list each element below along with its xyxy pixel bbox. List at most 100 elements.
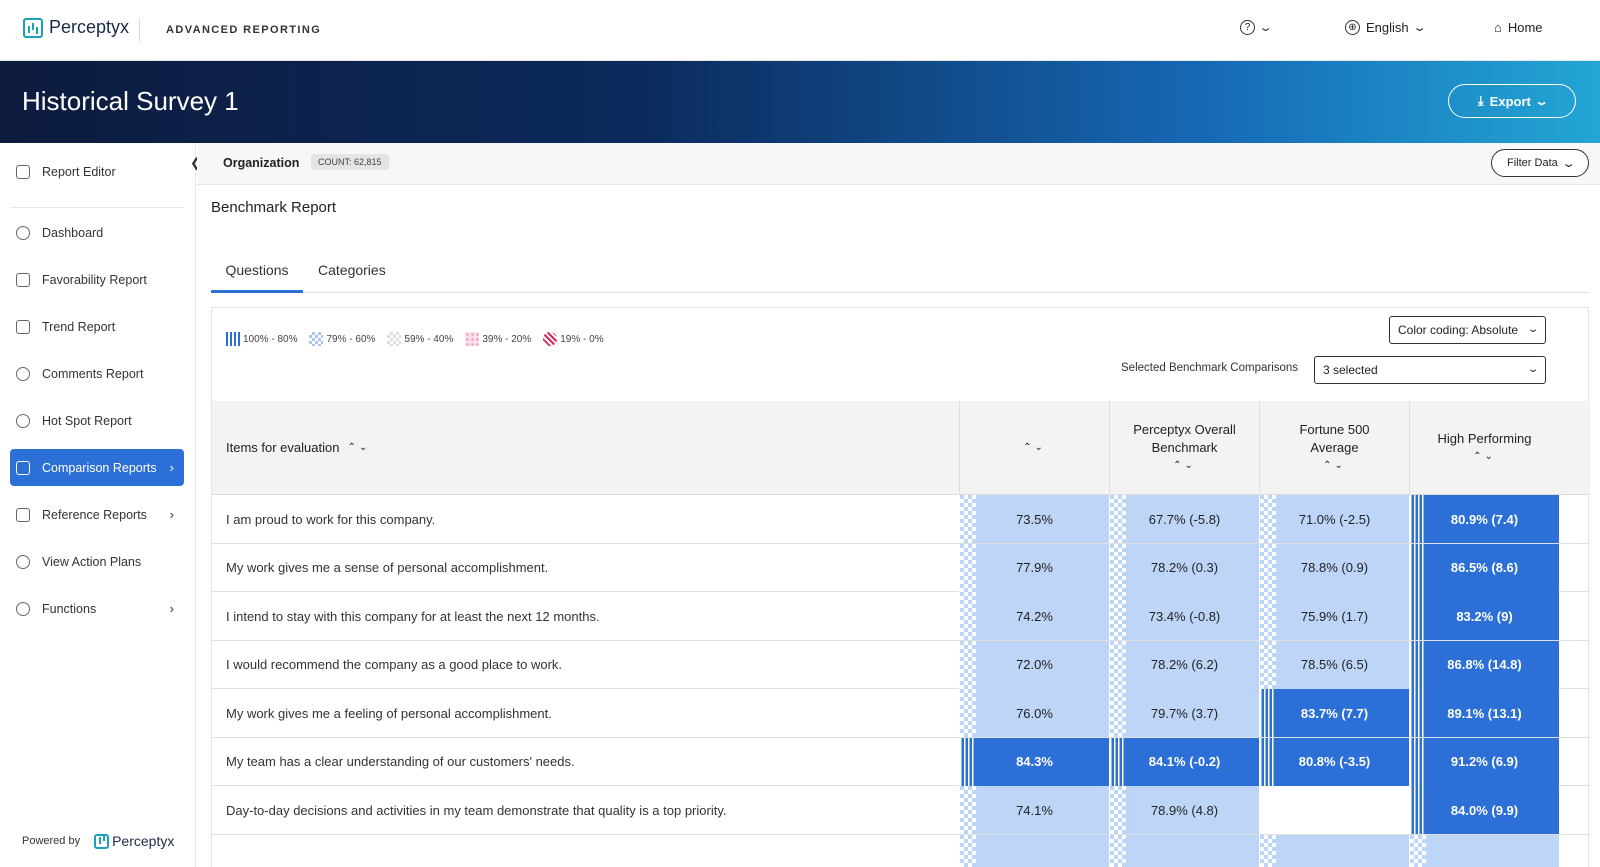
sidebar-item-label: Hot Spot Report xyxy=(42,413,132,428)
filter-data-label: Filter Data xyxy=(1507,157,1558,169)
table-row[interactable]: My work gives me a feeling of personal a… xyxy=(212,689,1590,738)
table-row[interactable]: I am proud to work for this company. 73.5… xyxy=(212,495,1590,544)
score-cell: 75.9% (1.7) xyxy=(1259,592,1409,640)
sort-icon[interactable]: ⌃⌄ xyxy=(1173,460,1196,471)
sidebar-item-dashboard[interactable]: Dashboard xyxy=(10,214,184,251)
download-icon: ⤓ xyxy=(1477,93,1484,108)
language-label: English xyxy=(1366,20,1409,35)
thumbs-up-icon xyxy=(16,272,30,287)
color-coding-select[interactable]: Color coding: Absolute ⌄ xyxy=(1389,316,1546,344)
sort-icon[interactable]: ⌃⌄ xyxy=(1023,442,1046,453)
organization-label: Organization xyxy=(223,156,300,170)
legend-label: 100% - 80% xyxy=(243,333,298,345)
score-cell: 86.8% (14.8) xyxy=(1409,640,1559,689)
sidebar-item-label: Favorability Report xyxy=(42,272,147,287)
sidebar-item-reference-reports[interactable]: Reference Reports › xyxy=(10,496,184,533)
score-cell: 72.0% xyxy=(959,640,1109,689)
question-text: My work gives me a sense of personal acc… xyxy=(226,560,549,575)
product-name: ADVANCED REPORTING xyxy=(166,24,322,36)
sidebar-item-label: View Action Plans xyxy=(42,554,142,569)
header-divider xyxy=(139,18,140,42)
table-row[interactable] xyxy=(212,834,1590,867)
score-cell: 80.8% (-3.5) xyxy=(1259,737,1409,786)
brand-logo[interactable]: Perceptyx xyxy=(23,17,129,38)
sidebar-item-functions[interactable]: Functions › xyxy=(10,590,184,627)
sidebar-item-comparison-reports[interactable]: Comparison Reports › xyxy=(10,449,184,486)
help-menu[interactable]: ? ⌄ xyxy=(1240,20,1273,35)
sidebar-item-view-action-plans[interactable]: View Action Plans xyxy=(10,543,184,580)
diagonal-stripes-swatch-icon xyxy=(543,332,558,346)
sidebar-item-comments-report[interactable]: Comments Report xyxy=(10,355,184,392)
export-button[interactable]: ⤓ Export ⌄ xyxy=(1448,84,1576,118)
brand-name: Perceptyx xyxy=(49,17,130,37)
benchmark-comparisons-label: Selected Benchmark Comparisons xyxy=(1121,362,1299,374)
legend-label: 39% - 20% xyxy=(482,333,532,345)
page-title: Historical Survey 1 xyxy=(22,86,239,116)
legend-label: 19% - 0% xyxy=(560,333,604,345)
target-icon xyxy=(16,413,30,428)
language-menu[interactable]: ⊕ English ⌄ xyxy=(1345,20,1427,35)
legend-item: 100% - 80% xyxy=(226,332,297,346)
benchmark-comparisons-select[interactable]: 3 selected ⌄ xyxy=(1314,356,1546,384)
sort-icon[interactable]: ⌃⌄ xyxy=(347,442,371,453)
column-header-items[interactable]: Items for evaluation ⌃⌄ xyxy=(212,401,963,495)
column-header-perceptyx-benchmark[interactable]: Perceptyx Overall Benchmark ⌃⌄ xyxy=(1109,401,1259,495)
collapse-sidebar-icon[interactable]: ❮ xyxy=(190,155,201,170)
score-cell: 73.4% (-0.8) xyxy=(1109,592,1259,640)
sidebar-item-report-editor[interactable]: Report Editor xyxy=(10,153,184,190)
sort-icon[interactable]: ⌃⌄ xyxy=(1473,451,1496,462)
edit-icon xyxy=(16,164,30,179)
table-row[interactable]: Day-to-day decisions and activities in m… xyxy=(212,786,1590,835)
score-cell xyxy=(1409,834,1559,867)
chevron-down-icon: ⌄ xyxy=(1534,95,1549,108)
question-text: Day-to-day decisions and activities in m… xyxy=(226,802,727,818)
column-header-label: Items for evaluation xyxy=(226,440,340,455)
tab-questions[interactable]: Questions xyxy=(211,262,303,293)
table-row[interactable]: My team has a clear understanding of our… xyxy=(212,737,1590,786)
home-link[interactable]: ⌂ Home xyxy=(1494,20,1543,35)
chevron-right-icon: › xyxy=(169,601,174,616)
column-header-score[interactable]: ⌃⌄ xyxy=(959,401,1109,495)
legend-label: 79% - 60% xyxy=(326,333,376,345)
column-header-label: Average xyxy=(1310,440,1359,455)
sidebar-item-trend-report[interactable]: Trend Report xyxy=(10,308,184,345)
question-circle-icon: ? xyxy=(1240,20,1255,35)
powered-by: Powered by Perceptyx xyxy=(22,833,174,849)
score-cell: 86.5% (8.6) xyxy=(1409,543,1559,592)
score-cell: 73.5% xyxy=(959,495,1109,543)
table-row[interactable]: My work gives me a sense of personal acc… xyxy=(212,543,1590,592)
score-cell: 78.2% (6.2) xyxy=(1109,640,1259,689)
score-cell: 78.2% (0.3) xyxy=(1109,543,1259,592)
score-cell xyxy=(1259,834,1409,867)
score-cell xyxy=(959,834,1109,867)
sidebar-item-hot-spot-report[interactable]: Hot Spot Report xyxy=(10,402,184,439)
list-icon xyxy=(16,507,30,522)
score-cell: 83.7% (7.7) xyxy=(1259,689,1409,737)
table-row[interactable]: I intend to stay with this company for a… xyxy=(212,592,1590,641)
sidebar-item-label: Functions xyxy=(42,601,97,616)
sort-icon[interactable]: ⌃⌄ xyxy=(1323,460,1346,471)
sidebar-item-label: Comments Report xyxy=(42,366,144,381)
score-cell: 84.0% (9.9) xyxy=(1409,786,1559,834)
table-row[interactable]: I would recommend the company as a good … xyxy=(212,640,1590,689)
filter-data-button[interactable]: Filter Data ⌄ xyxy=(1491,149,1589,177)
score-cell: 91.2% (6.9) xyxy=(1409,737,1559,786)
grey-checker-swatch-icon xyxy=(387,332,402,346)
column-header-high-performing[interactable]: High Performing ⌃⌄ xyxy=(1409,401,1559,495)
question-text: My team has a clear understanding of our… xyxy=(226,754,575,769)
chevron-right-icon: › xyxy=(169,507,174,522)
comments-icon xyxy=(16,366,30,381)
sidebar-item-favorability-report[interactable]: Favorability Report xyxy=(10,261,184,298)
score-cell: 76.0% xyxy=(959,689,1109,737)
color-coding-value: Color coding: Absolute xyxy=(1398,323,1519,337)
score-cell: 74.1% xyxy=(959,786,1109,834)
legend-item: 59% - 40% xyxy=(387,332,453,346)
tab-categories[interactable]: Categories xyxy=(318,262,386,278)
chevron-down-icon: ⌄ xyxy=(1561,157,1576,170)
column-header-label: Perceptyx Overall xyxy=(1133,422,1236,437)
legend-item: 19% - 0% xyxy=(543,332,604,346)
question-text: My work gives me a feeling of personal a… xyxy=(226,705,552,721)
dots-swatch-icon xyxy=(465,332,480,346)
column-header-fortune-500[interactable]: Fortune 500 Average ⌃⌄ xyxy=(1259,401,1409,495)
legend-item: 79% - 60% xyxy=(309,332,375,346)
